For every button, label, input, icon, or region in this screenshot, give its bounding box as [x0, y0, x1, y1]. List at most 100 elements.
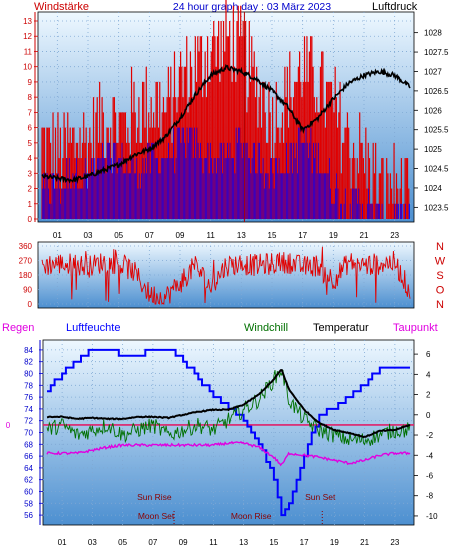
legend-luftfeuchte: Luftfeuchte	[66, 322, 120, 334]
x-tick: 21	[360, 231, 369, 240]
y-left-tick: 4	[28, 154, 33, 163]
compass-label: S	[436, 270, 443, 282]
y-right-tick: 1027	[424, 67, 442, 76]
direction-tick: 270	[19, 257, 33, 266]
moon-set-label: Moon Set	[138, 511, 175, 521]
y-left-tick: 6	[28, 124, 33, 133]
wind-direction-layer	[41, 246, 411, 305]
sun-set-label: Sun Set	[305, 492, 336, 502]
x-tick: 11	[209, 538, 218, 547]
humidity-tick: 66	[24, 452, 33, 461]
wind-pressure-axes: 01234567891011121310281027.510271026.510…	[23, 12, 449, 240]
windchill-line	[46, 369, 411, 446]
y-left-tick: 7	[28, 108, 33, 117]
compass-label: O	[436, 285, 445, 297]
x-tick: 01	[58, 538, 67, 547]
x-tick: 19	[330, 538, 339, 547]
humidity-tick: 58	[24, 499, 33, 508]
x-tick: 13	[237, 231, 246, 240]
temperature-tick: -6	[426, 471, 434, 480]
x-tick: 23	[390, 231, 399, 240]
humidity-tick: 68	[24, 440, 33, 449]
humidity-tick: 78	[24, 381, 33, 390]
direction-tick: 0	[28, 300, 33, 309]
y-left-tick: 12	[23, 32, 32, 41]
y-left-tick: 9	[28, 78, 33, 87]
humidity-temperature-lines	[43, 348, 414, 517]
x-tick: 03	[84, 231, 93, 240]
legend-taupunkt: Taupunkt	[393, 322, 438, 334]
humidity-tick: 60	[24, 488, 33, 497]
y-left-tick: 2	[28, 185, 33, 194]
x-tick: 07	[148, 538, 157, 547]
x-tick: 11	[207, 231, 216, 240]
y-right-tick: 1028	[424, 29, 442, 38]
y-left-tick: 0	[28, 215, 33, 224]
temperature-tick: -2	[426, 431, 434, 440]
y-right-tick: 1024	[424, 184, 442, 193]
direction-tick: 90	[23, 286, 32, 295]
x-tick: 19	[329, 231, 338, 240]
y-left-tick: 5	[28, 139, 33, 148]
y-right-tick: 1025.5	[424, 126, 449, 135]
y-right-tick: 1027.5	[424, 48, 449, 57]
temperature-tick: 6	[426, 350, 431, 359]
humidity-tick: 84	[24, 346, 33, 355]
x-tick: 23	[390, 538, 399, 547]
rain-zero-label: 0	[6, 421, 11, 430]
y-right-tick: 1026	[424, 106, 442, 115]
temperature-tick: 2	[426, 391, 431, 400]
y-left-tick: 1	[28, 200, 33, 209]
y-right-tick: 1026.5	[424, 87, 449, 96]
y-left-tick: 11	[24, 47, 33, 56]
x-tick: 17	[300, 538, 309, 547]
y-right-tick: 1024.5	[424, 165, 449, 174]
luftdruck-title: Luftdruck	[372, 1, 418, 13]
x-tick: 09	[179, 538, 188, 547]
direction-tick: 180	[19, 271, 33, 280]
legend-regen: Regen	[2, 322, 34, 334]
x-tick: 05	[118, 538, 127, 547]
humidity-tick: 80	[24, 370, 33, 379]
compass-label: N	[436, 299, 444, 311]
x-tick: 13	[239, 538, 248, 547]
x-tick: 09	[176, 231, 185, 240]
y-left-tick: 10	[23, 63, 32, 72]
legend-temperatur: Temperatur	[313, 322, 369, 334]
y-left-tick: 3	[28, 169, 33, 178]
x-tick: 01	[53, 231, 62, 240]
x-tick: 03	[88, 538, 97, 547]
pressure-line-layer	[41, 64, 411, 184]
compass-label: W	[435, 256, 446, 268]
x-tick: 17	[298, 231, 307, 240]
humidity-tick: 62	[24, 476, 33, 485]
moon-rise-label: Moon Rise	[231, 511, 272, 521]
x-tick: 07	[145, 231, 154, 240]
temperatur-line	[46, 369, 411, 439]
legend-windchill: Windchill	[244, 322, 288, 334]
compass-label: N	[436, 241, 444, 253]
humidity-tick: 64	[24, 464, 33, 473]
y-right-tick: 1023.5	[424, 203, 449, 212]
x-tick: 15	[269, 538, 278, 547]
temperature-tick: -4	[426, 451, 434, 460]
x-tick: 05	[114, 231, 123, 240]
temperature-tick: 0	[426, 411, 431, 420]
pressure-line	[41, 64, 411, 184]
humidity-temperature-axes: 8482807876747270686664626058566420-2-4-6…	[6, 340, 438, 547]
luftfeuchte-line	[47, 348, 410, 517]
temperature-tick: 4	[426, 370, 431, 379]
humidity-tick: 56	[24, 511, 33, 520]
temperature-tick: -10	[426, 512, 438, 521]
humidity-tick: 76	[24, 393, 33, 402]
x-tick: 21	[360, 538, 369, 547]
y-left-tick: 13	[23, 17, 32, 26]
graph-title: 24 hour graph day : 03 März 2023	[173, 1, 331, 13]
humidity-tick: 82	[24, 358, 33, 367]
temperature-tick: -8	[426, 492, 434, 501]
sun-moon-annotations: Sun Rise Moon Set Moon Rise Sun Set	[137, 492, 336, 525]
humidity-tick: 74	[24, 405, 33, 414]
x-tick: 15	[268, 231, 277, 240]
